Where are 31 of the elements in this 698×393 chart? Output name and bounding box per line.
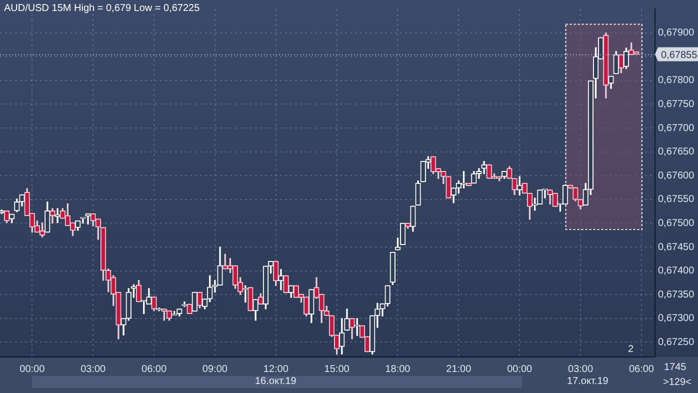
y-tick-label: 0,67900 [658,28,695,39]
y-tick-label: 0,67250 [658,336,695,348]
y-tick-label: 0,67400 [658,266,695,277]
y-tick-label: 0,67600 [658,170,695,182]
y-tick-label: 0,67300 [658,313,695,324]
y-tick-label: 0,67450 [658,242,695,253]
y-tick-label: 0,67750 [658,98,695,110]
chart-title: AUD/USD 15M High = 0,679 Low = 0,67225 [4,3,200,14]
x-tick-label: 15:00 [324,364,350,375]
text: 16.окт.19 [255,376,296,387]
x-tick-label: 18:00 [385,364,411,375]
y-tick-label: 0,67350 [658,289,695,300]
x-tick-label: 00:00 [507,364,533,375]
x-tick-label: 00:00 [20,364,46,375]
y-tick-label: 0,67800 [658,75,695,86]
annotation: 2 [628,344,634,355]
x-tick-label: 09:00 [202,364,228,375]
y-tick-label: 0,67700 [658,122,695,134]
y-tick-label: 0,67550 [658,194,695,206]
x-tick-label: 03:00 [80,364,106,375]
x-tick-label: 03:00 [568,364,594,375]
text: 17.окт.19 [567,376,608,387]
text: >129< [663,377,692,388]
ref-line-label: 0,67855 [661,50,698,61]
y-tick-label: 0,67500 [658,218,695,229]
text: 1745 [664,362,686,373]
x-tick-label: 06:00 [142,364,167,375]
x-tick-label: 12:00 [263,364,289,375]
x-tick-label: 21:00 [446,364,472,375]
x-tick-label: 06:00 [628,364,654,375]
y-tick-label: 0,67650 [658,146,695,158]
